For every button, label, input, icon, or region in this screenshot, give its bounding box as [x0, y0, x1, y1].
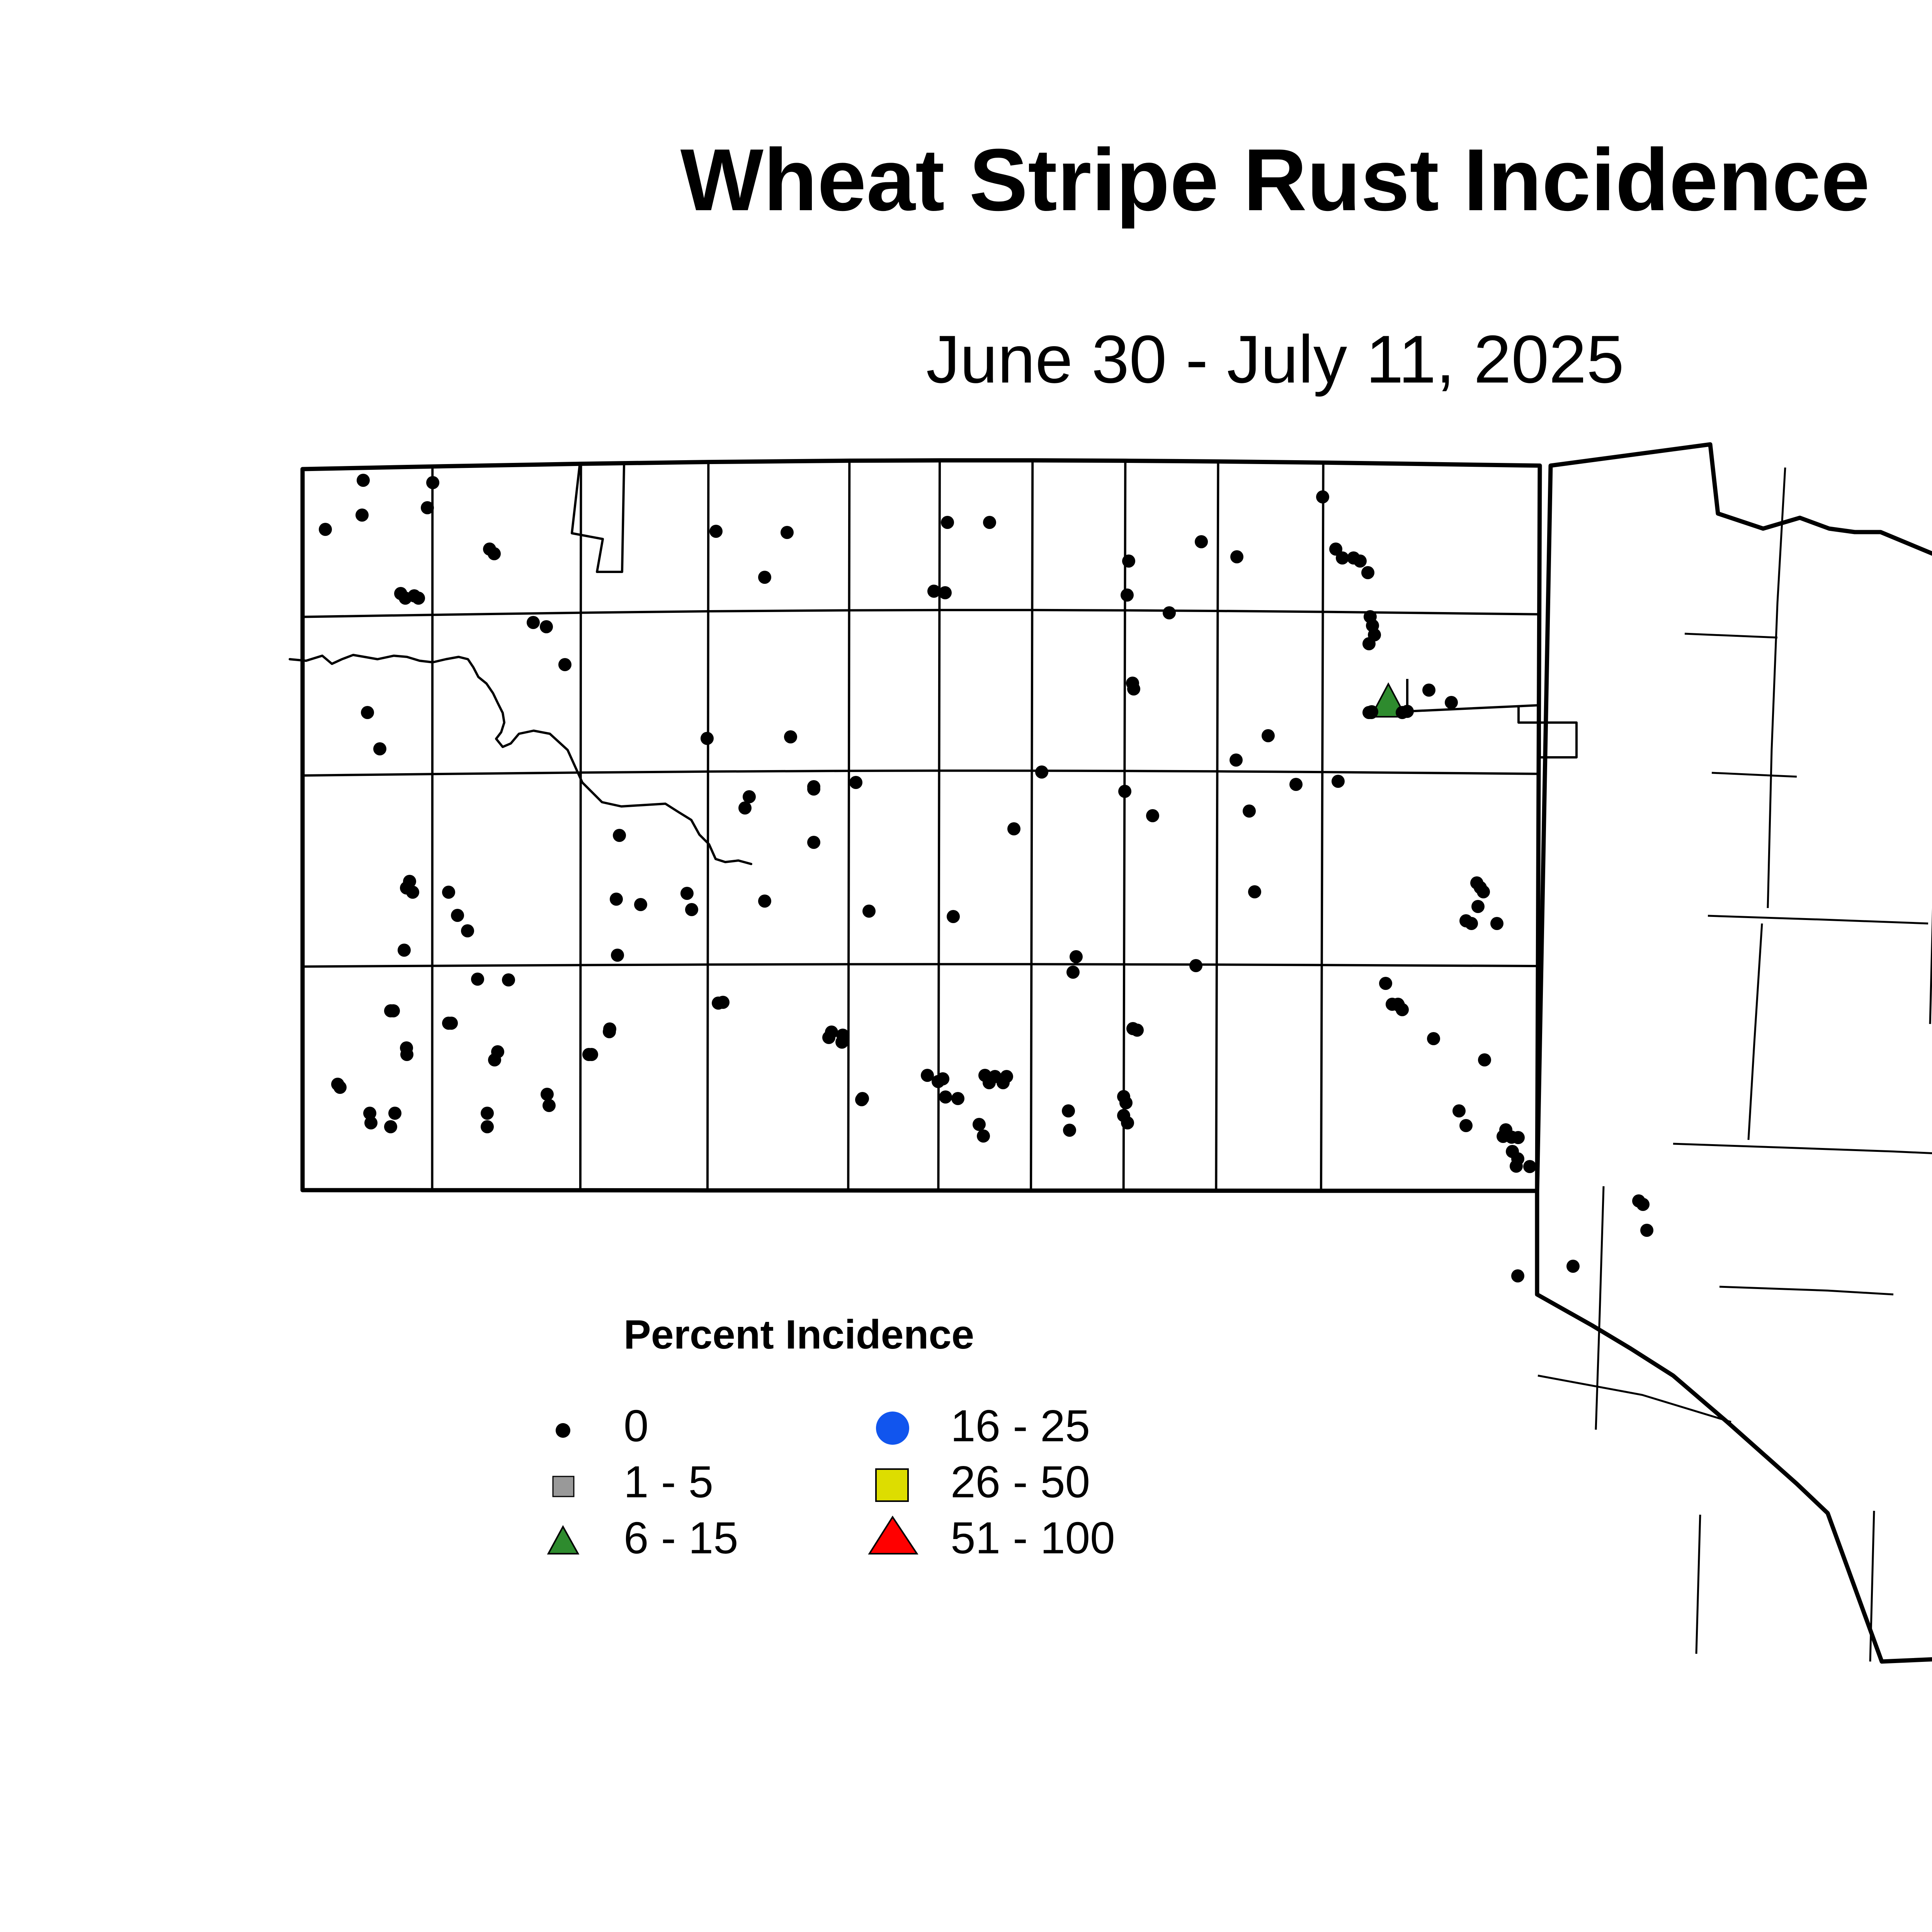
svg-text:1 - 5: 1 - 5 — [624, 1457, 713, 1507]
svg-text:51 - 100: 51 - 100 — [951, 1513, 1115, 1563]
svg-text:16 - 25: 16 - 25 — [951, 1401, 1090, 1451]
svg-text:6 - 15: 6 - 15 — [624, 1513, 738, 1563]
svg-text:Percent Incidence: Percent Incidence — [624, 1312, 974, 1357]
svg-text:26 - 50: 26 - 50 — [951, 1457, 1090, 1507]
svg-text:0: 0 — [624, 1401, 649, 1451]
